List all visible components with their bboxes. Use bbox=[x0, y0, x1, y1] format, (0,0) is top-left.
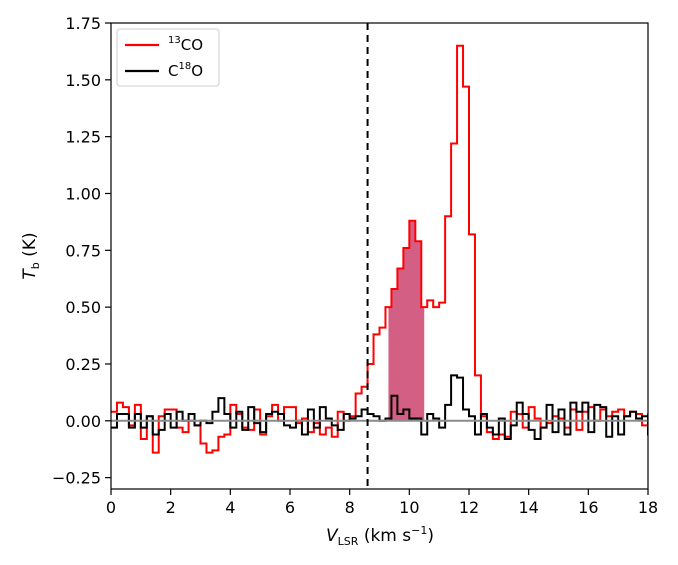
x-tick-label: 8 bbox=[345, 498, 355, 517]
x-tick-label: 14 bbox=[518, 498, 538, 517]
y-axis: −0.25 0.00 0.25 0.50 0.75 1.00 1.25 1.50 1.75 bbox=[52, 14, 111, 488]
x-tick-label: 16 bbox=[578, 498, 598, 517]
y-tick-label: 0.25 bbox=[65, 355, 101, 374]
legend-label-13co: 13CO bbox=[168, 35, 203, 54]
y-axis-label: Tb (K) bbox=[20, 232, 42, 279]
y-tick-label: −0.25 bbox=[52, 469, 101, 488]
y-tick-label: 0.00 bbox=[65, 412, 101, 431]
x-tick-label: 2 bbox=[166, 498, 176, 517]
x-tick-label: 10 bbox=[399, 498, 419, 517]
y-tick-label: 1.25 bbox=[65, 128, 101, 147]
y-tick-label: 0.75 bbox=[65, 241, 101, 260]
legend: 13CO C18O bbox=[116, 28, 220, 87]
x-axis: 0 2 4 6 8 10 12 14 16 18 bbox=[106, 489, 658, 517]
y-tick-label: 1.75 bbox=[65, 14, 101, 33]
x-axis-label: VLSR (km s−1) bbox=[326, 524, 434, 548]
x-tick-label: 4 bbox=[225, 498, 235, 517]
x-tick-label: 18 bbox=[638, 498, 658, 517]
x-tick-label: 0 bbox=[106, 498, 116, 517]
x-tick-label: 6 bbox=[285, 498, 295, 517]
x-tick-label: 12 bbox=[459, 498, 479, 517]
integrated-emission-shade bbox=[388, 220, 425, 421]
series-line-c18o bbox=[111, 374, 648, 440]
y-tick-label: 1.00 bbox=[65, 184, 101, 203]
y-tick-label: 1.50 bbox=[65, 71, 101, 90]
plot-area bbox=[110, 22, 649, 490]
plot-frame bbox=[110, 22, 649, 490]
legend-label-c18o: C18O bbox=[168, 61, 203, 80]
y-tick-label: 0.50 bbox=[65, 298, 101, 317]
